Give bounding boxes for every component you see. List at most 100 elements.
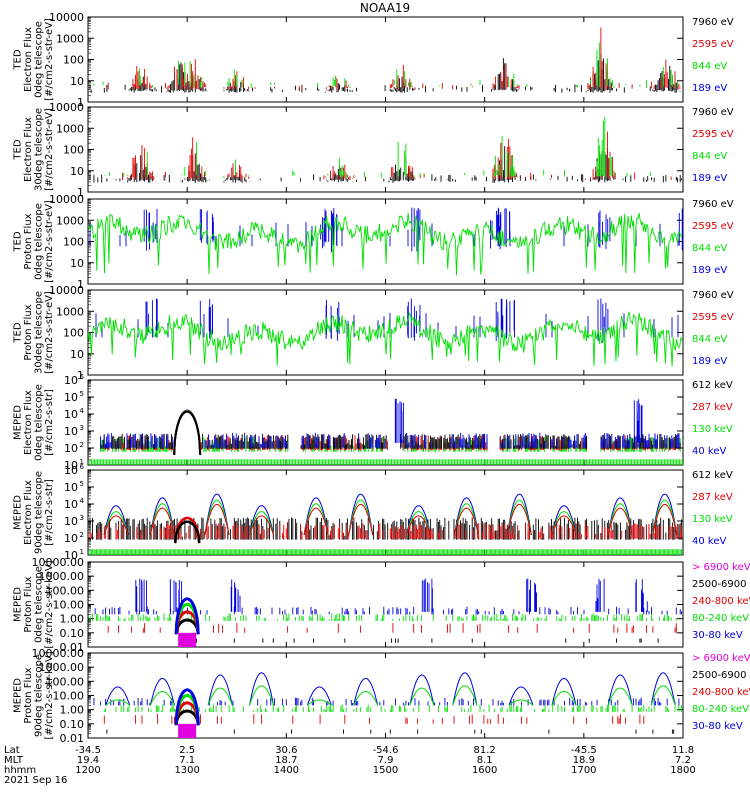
hump-blue [650, 672, 676, 706]
ylabel-line: Proton Flux [23, 213, 34, 269]
plot-frame [87, 379, 684, 466]
series-group [89, 116, 682, 183]
ytick-label: 0.01 [60, 641, 85, 654]
legend-entry: 130 keV [692, 514, 733, 525]
ytick-exponent: 1 [80, 458, 84, 466]
ytick-label: 100 [63, 327, 84, 340]
series-black [89, 53, 681, 93]
series-black [106, 729, 675, 734]
hump-red [249, 515, 274, 536]
legend-entry: 844 eV [692, 243, 727, 254]
date-label: 2021 Sep 16 [4, 775, 67, 786]
hump-red [506, 503, 532, 536]
ytick-label: 10 [64, 532, 78, 545]
hump-green [607, 503, 633, 536]
ylabel-line: 0deg telescope [33, 21, 44, 98]
series-blue [100, 432, 680, 448]
series-green-floor [89, 549, 682, 555]
series-blue-spike [633, 399, 643, 443]
ytick-label: 1000 [56, 305, 84, 318]
ytick-exponent: 5 [80, 390, 84, 398]
hump-green [249, 511, 274, 536]
ylabel-line: [#/cm2-s-str-eV] [44, 291, 55, 374]
legend-entry: > 6900 keV [692, 562, 750, 573]
legend-entry: 7960 eV [692, 199, 734, 210]
ytick-label: 10 [64, 442, 78, 455]
hump-green [103, 511, 129, 536]
dome-black [173, 410, 202, 455]
panel-ted-electron-30deg: 10000 1000 100 10 1 TED Electron Flux 30deg tel… [12, 101, 734, 199]
hump-blue [207, 674, 233, 706]
ytick-label: 1 [77, 96, 84, 109]
hump-blue [409, 674, 435, 706]
hump-green [508, 699, 534, 706]
hump-blue [607, 674, 633, 706]
series-blue [95, 298, 679, 343]
series-red [103, 713, 645, 724]
ylabel-line: 0deg telescope [33, 566, 44, 643]
ytick-label: 10 [64, 459, 78, 472]
ylabel-line: Electron Flux [23, 27, 34, 92]
figure-title: NOAA19 [360, 1, 410, 15]
series-group [89, 578, 682, 647]
xaxis-row-label: MLT [4, 755, 24, 766]
ytick-exponent: 3 [80, 424, 84, 432]
series-group [88, 207, 683, 276]
legend-entry: 2595 eV [692, 129, 734, 140]
hump-red [103, 515, 129, 536]
plot-frame [87, 106, 684, 193]
ytick-exponent: 3 [80, 514, 84, 522]
legend-entry: 40 keV [692, 536, 726, 547]
xtick-mlt: 18.9 [573, 755, 595, 766]
hump-green [149, 503, 175, 536]
ylabel-line: Electron Flux [23, 480, 34, 545]
ytick-label: 0.10 [60, 627, 85, 640]
series-blue-spike [230, 579, 241, 612]
xtick-lat: 11.8 [672, 745, 694, 756]
legend-entry: 2595 eV [692, 39, 734, 50]
panel-ted-proton-0deg: 10000 1000 100 10 1 TED Proton Flux 0deg telesc… [12, 193, 734, 291]
series-group [93, 672, 682, 738]
hump-green [303, 503, 329, 536]
series-black [193, 638, 659, 643]
ylabel-line: 30deg telescope [33, 108, 44, 191]
hump-blue [506, 493, 532, 536]
ylabel-line: 0deg telescope [33, 203, 44, 280]
hump-red [303, 507, 329, 536]
ylabel-line: Proton Flux [23, 576, 34, 632]
ytick-exponent: 4 [80, 497, 85, 505]
ytick-label: 0.10 [60, 718, 85, 731]
hump-green [551, 691, 577, 706]
legend-entry: 80-240 keV [692, 704, 749, 715]
xtick-lat: 2.5 [179, 745, 195, 756]
ylabel-line: [#/cm2-s-str] [44, 389, 55, 456]
series-blue-spike [169, 579, 182, 612]
dome-blue [174, 597, 200, 635]
ytick-label: 100.00 [46, 675, 85, 688]
series-red [104, 435, 680, 451]
ytick-label: 10000 [49, 193, 84, 206]
ytick-label: 1000 [56, 122, 84, 135]
xtick-hhmm: 1300 [174, 765, 199, 776]
ylabel-line: [#/cm2-s-str-keV] [44, 560, 55, 648]
xaxis-row-label: Lat [4, 745, 20, 756]
ytick-label: 10.00 [53, 599, 85, 612]
ytick-label: 10 [64, 481, 78, 494]
legend-entry: 240-800 keV [692, 687, 750, 698]
xtick-lat: 30.6 [275, 745, 297, 756]
series-green [103, 116, 651, 179]
ytick-label: 10000.00 [32, 556, 85, 569]
hump-green [249, 685, 274, 706]
xtick-hhmm: 1400 [274, 765, 299, 776]
ytick-label: 0.01 [60, 732, 85, 745]
ytick-label: 100 [63, 236, 84, 249]
legend-entry: 2595 eV [692, 312, 734, 323]
dome-red [174, 610, 200, 635]
hump-red [551, 515, 577, 536]
hump-blue [607, 497, 633, 536]
hump-blue [348, 493, 374, 536]
